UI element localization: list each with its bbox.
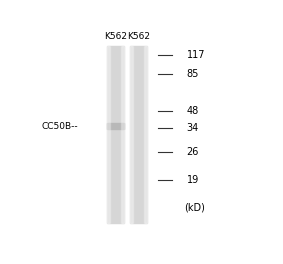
Text: 26: 26 xyxy=(187,147,199,157)
Bar xyxy=(121,46,124,223)
Bar xyxy=(144,46,147,223)
Bar xyxy=(107,46,108,223)
Text: K562: K562 xyxy=(127,32,150,41)
Text: (kD): (kD) xyxy=(185,202,205,213)
Bar xyxy=(130,46,147,223)
Bar xyxy=(130,46,132,223)
Bar xyxy=(107,123,124,129)
Text: CC50B--: CC50B-- xyxy=(42,122,79,131)
Bar xyxy=(107,46,110,223)
Text: 48: 48 xyxy=(187,106,199,116)
Text: 117: 117 xyxy=(187,50,205,60)
Text: 19: 19 xyxy=(187,175,199,185)
Text: K562: K562 xyxy=(104,32,127,41)
Text: 85: 85 xyxy=(187,69,199,79)
Bar xyxy=(130,46,133,223)
Bar xyxy=(107,46,124,223)
Text: 34: 34 xyxy=(187,123,199,133)
Bar xyxy=(145,46,147,223)
Bar xyxy=(122,46,124,223)
